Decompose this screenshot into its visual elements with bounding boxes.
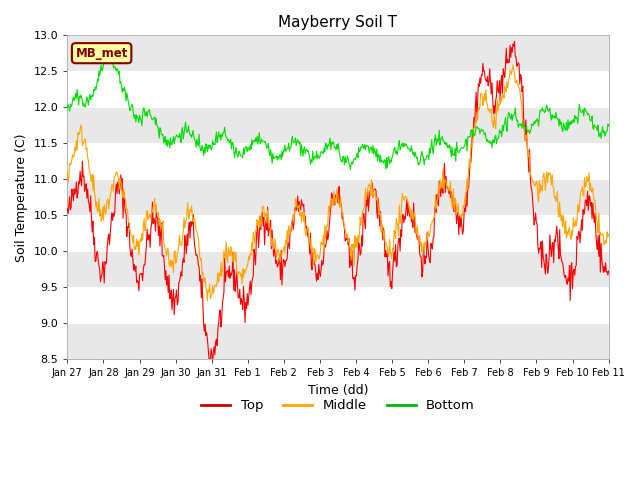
X-axis label: Time (dd): Time (dd): [308, 384, 368, 397]
Title: Mayberry Soil T: Mayberry Soil T: [278, 15, 397, 30]
Bar: [67, 180, 609, 216]
Bar: [67, 252, 609, 288]
Bar: [67, 324, 609, 359]
Y-axis label: Soil Temperature (C): Soil Temperature (C): [15, 133, 28, 262]
Legend: Top, Middle, Bottom: Top, Middle, Bottom: [196, 394, 480, 418]
Text: MB_met: MB_met: [76, 47, 128, 60]
Bar: [67, 108, 609, 144]
Bar: [67, 36, 609, 72]
